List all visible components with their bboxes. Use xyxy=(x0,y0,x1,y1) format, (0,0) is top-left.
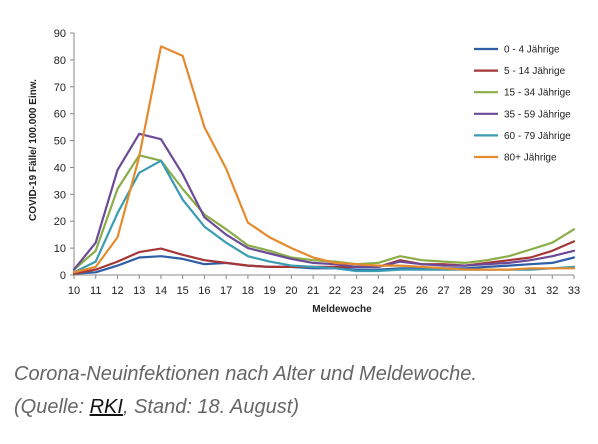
x-tick-label: 30 xyxy=(503,285,515,297)
y-axis-title: COVID-19 Fälle/ 100.000 Einw. xyxy=(28,79,39,221)
x-tick-label: 13 xyxy=(133,285,145,297)
legend: 0 - 4 Jährige 5 - 14 Jährige 15 - 34 Jähri… xyxy=(474,45,571,164)
y-tick-label: 50 xyxy=(54,136,66,148)
series-line xyxy=(72,45,576,274)
x-tick-label: 10 xyxy=(68,285,80,297)
x-tick-label: 31 xyxy=(524,285,536,297)
series-line xyxy=(72,132,576,271)
x-tick-label: 12 xyxy=(111,285,123,297)
x-tick-label: 15 xyxy=(177,285,189,297)
caption-line-2: (Quelle: RKI, Stand: 18. August) xyxy=(14,391,584,424)
series-line xyxy=(72,159,576,274)
caption-line-1: Corona-Neuinfektionen nach Alter und Mel… xyxy=(14,363,477,385)
x-tick-label: 28 xyxy=(459,285,471,297)
legend-label: 80+ Jährige xyxy=(504,153,557,164)
x-tick-label: 26 xyxy=(416,285,428,297)
x-tick-label: 17 xyxy=(220,285,232,297)
x-tick-label: 22 xyxy=(329,285,341,297)
x-tick-label: 27 xyxy=(437,285,449,297)
x-tick-label: 24 xyxy=(372,285,384,297)
x-tick-label: 32 xyxy=(546,285,558,297)
x-tick-label: 18 xyxy=(242,285,254,297)
x-tick-label: 20 xyxy=(285,285,297,297)
legend-label: 60 - 79 Jährige xyxy=(504,131,571,142)
x-tick-label: 19 xyxy=(264,285,276,297)
y-tick-label: 70 xyxy=(54,82,66,94)
y-tick-label: 80 xyxy=(54,55,66,67)
x-tick-label: 14 xyxy=(155,285,167,297)
y-tick-label: 40 xyxy=(54,162,66,174)
legend-label: 35 - 59 Jährige xyxy=(504,109,571,120)
caption-source-suffix: , Stand: 18. August) xyxy=(122,396,299,418)
chart-container: 0 10 20 30 40 50 60 70 80 90 10 11 12 13 14 15 16 17 18 19 2… xyxy=(28,28,580,315)
source-link-rki[interactable]: RKI xyxy=(89,396,123,418)
y-tick-label: 20 xyxy=(54,216,66,228)
x-tick-label: 23 xyxy=(350,285,362,297)
x-tick-label: 11 xyxy=(90,285,101,297)
x-tick-label: 33 xyxy=(568,285,580,297)
x-axis-title: Meldewoche xyxy=(312,304,372,315)
y-tick-label: 30 xyxy=(54,189,66,201)
y-tick-label: 0 xyxy=(60,270,66,282)
legend-label: 0 - 4 Jährige xyxy=(504,45,560,56)
series-line xyxy=(72,154,576,271)
x-tick-label: 16 xyxy=(198,285,210,297)
legend-label: 5 - 14 Jährige xyxy=(504,66,566,77)
x-tick-label: 21 xyxy=(307,285,319,297)
y-tick-label: 60 xyxy=(54,109,66,121)
x-tick-label: 29 xyxy=(481,285,493,297)
caption-source-prefix: (Quelle: xyxy=(14,396,90,418)
y-tick-label: 10 xyxy=(54,243,66,255)
y-tick-label: 90 xyxy=(54,28,66,40)
x-tick-label: 25 xyxy=(394,285,406,297)
series-lines xyxy=(72,45,576,275)
caption: Corona-Neuinfektionen nach Alter und Mel… xyxy=(14,358,584,424)
legend-label: 15 - 34 Jährige xyxy=(504,88,571,99)
